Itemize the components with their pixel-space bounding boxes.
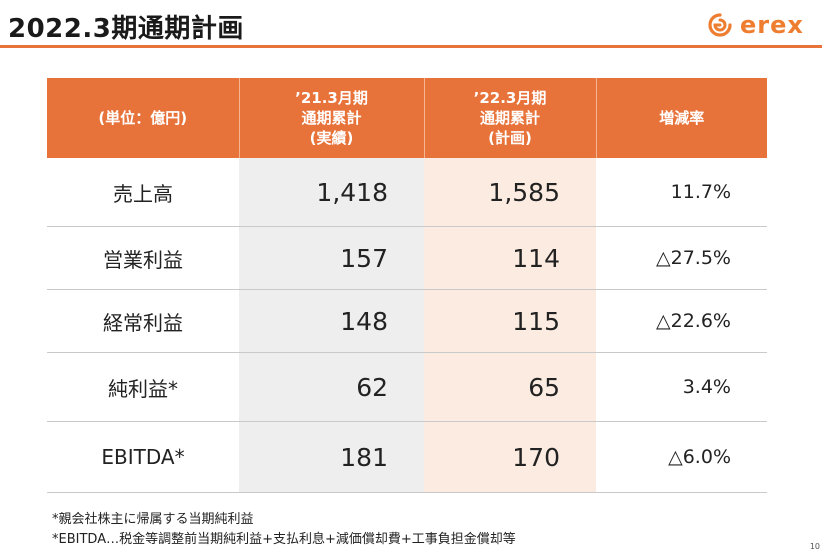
table-row: 営業利益 157 114 △27.5% — [47, 226, 767, 290]
header-fy2022-plan: ’22.3月期 通期累計 (計画) — [424, 78, 597, 158]
header-change-rate: 増減率 — [596, 78, 767, 158]
fy2021-value: 181 — [239, 421, 424, 493]
table-row: EBITDA* 181 170 △6.0% — [47, 421, 767, 493]
change-rate-value: △6.0% — [596, 421, 767, 493]
fy2021-value: 148 — [239, 289, 424, 353]
change-rate-value: 3.4% — [596, 352, 767, 422]
footnote-ebitda: *EBITDA…税金等調整前当期純利益+支払利息+減価償却費+工事負担金償却等 — [52, 532, 516, 547]
fy2021-value: 157 — [239, 226, 424, 290]
row-label: 営業利益 — [47, 226, 239, 290]
footnotes: *親会社株主に帰属する当期純利益 *EBITDA…税金等調整前当期純利益+支払利… — [52, 510, 516, 550]
table-row: 経常利益 148 115 △22.6% — [47, 289, 767, 353]
change-rate-value: △22.6% — [596, 289, 767, 353]
header-fy2021-actual: ’21.3月期 通期累計 (実績) — [239, 78, 425, 158]
fy2022-value: 170 — [424, 421, 596, 493]
change-rate-value: 11.7% — [596, 158, 767, 227]
table-row: 売上高 1,418 1,585 11.7% — [47, 158, 767, 227]
row-label: 売上高 — [47, 158, 239, 227]
row-label: 経常利益 — [47, 289, 239, 353]
erex-swirl-logo-icon — [708, 13, 732, 37]
table-row: 純利益* 62 65 3.4% — [47, 352, 767, 422]
fy2022-value: 114 — [424, 226, 596, 290]
change-rate-value: △27.5% — [596, 226, 767, 290]
plan-table: (単位：億円) ’21.3月期 通期累計 (実績) ’22.3月期 通期累計 (… — [47, 78, 767, 493]
logo-text: erex — [740, 11, 804, 39]
fy2022-value: 1,585 — [424, 158, 596, 227]
fy2021-value: 62 — [239, 352, 424, 422]
row-label: EBITDA* — [47, 421, 239, 493]
page-number: 10 — [809, 542, 820, 551]
table-header-row: (単位：億円) ’21.3月期 通期累計 (実績) ’22.3月期 通期累計 (… — [47, 78, 767, 158]
fy2022-value: 115 — [424, 289, 596, 353]
title-divider — [0, 45, 822, 48]
header-unit: (単位：億円) — [47, 78, 240, 158]
brand-logo: erex — [706, 10, 804, 40]
fy2022-value: 65 — [424, 352, 596, 422]
page-title: 2022.3期通期計画 — [8, 14, 244, 44]
row-label: 純利益* — [47, 352, 239, 422]
fy2021-value: 1,418 — [239, 158, 424, 227]
footnote-net-income: *親会社株主に帰属する当期純利益 — [52, 512, 254, 527]
